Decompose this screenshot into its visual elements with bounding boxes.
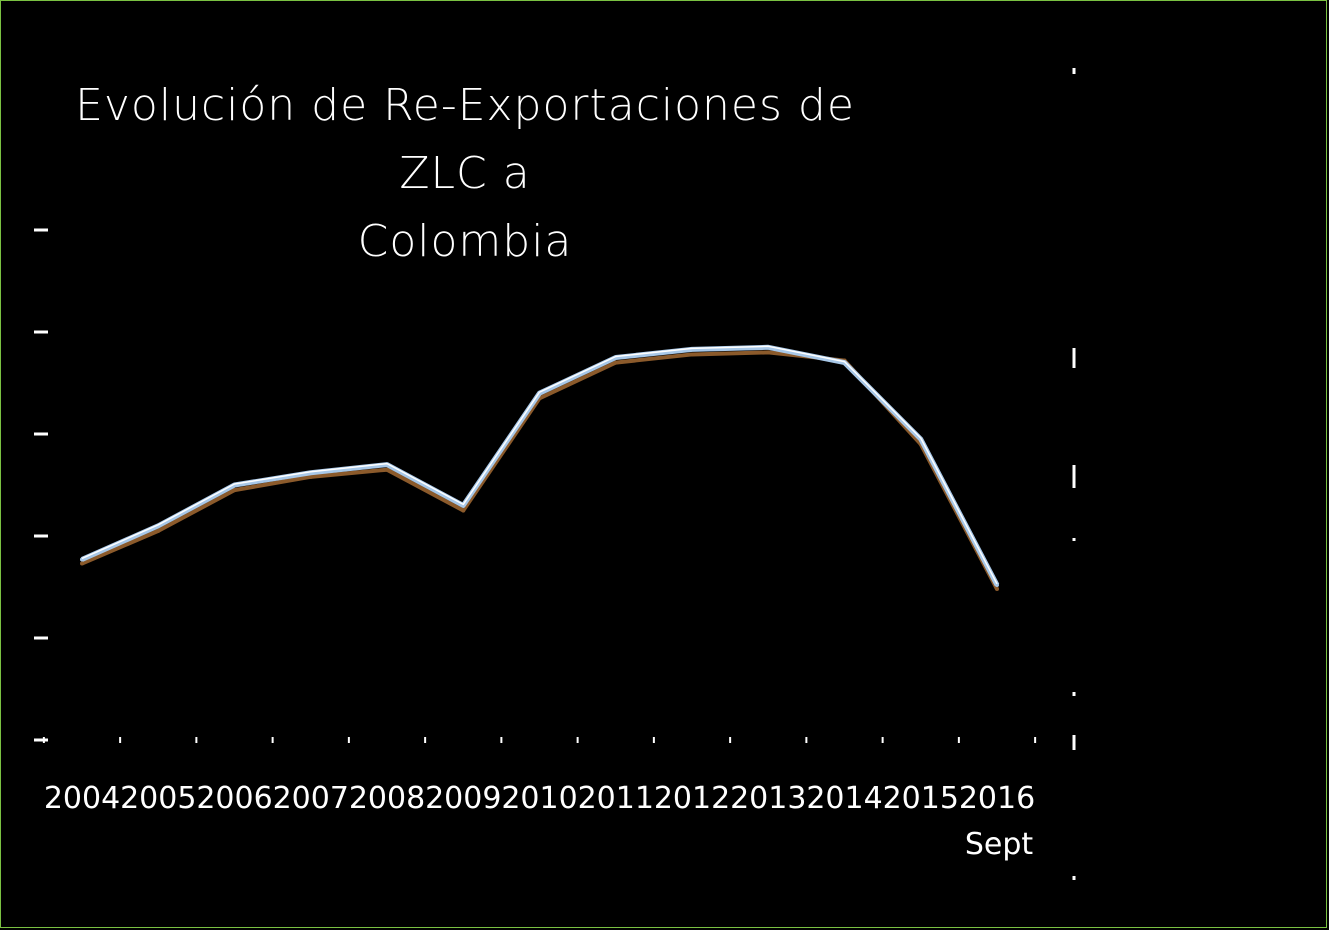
x-tick-label-2006: 2006 bbox=[196, 781, 272, 816]
x-tick-label-2015: 2015 bbox=[883, 781, 959, 816]
chart-title: Evolución de Re-Exportaciones de ZLC a C… bbox=[40, 72, 890, 276]
series-2-point-2011 bbox=[613, 360, 618, 365]
series-1-line bbox=[80, 344, 1000, 587]
x-tick-label-2011: 2011 bbox=[578, 781, 654, 816]
series-2-point-2013 bbox=[766, 350, 771, 355]
series-2-point-2009 bbox=[461, 508, 466, 513]
x-tick-sublabel-2016: Sept bbox=[965, 827, 1034, 862]
series-2-point-2007 bbox=[308, 474, 313, 479]
series-2-point-2005 bbox=[156, 528, 161, 533]
x-tick-label-2007: 2007 bbox=[273, 781, 349, 816]
x-tick-label-2016: 2016 bbox=[959, 781, 1035, 816]
chart-title-line-2: Colombia bbox=[357, 216, 573, 267]
series-2-point-2016 bbox=[995, 587, 999, 592]
series-layer bbox=[80, 344, 1000, 592]
series-2-point-2004 bbox=[80, 561, 84, 566]
series-2-point-2008 bbox=[385, 467, 389, 472]
series-1-highlight bbox=[81, 345, 998, 585]
x-tick-label-2012: 2012 bbox=[654, 781, 730, 816]
x-tick-label-2010: 2010 bbox=[501, 781, 577, 816]
x-tick-label-2008: 2008 bbox=[349, 781, 425, 816]
series-1-point-2016 bbox=[995, 582, 999, 587]
x-tick-label-2005: 2005 bbox=[120, 781, 196, 816]
chart-title-line-1: Evolución de Re-Exportaciones de ZLC a bbox=[75, 80, 855, 199]
series-2-point-2012 bbox=[690, 352, 694, 357]
x-tick-label-2009: 2009 bbox=[425, 781, 501, 816]
y-axis bbox=[34, 228, 48, 742]
x-axis bbox=[42, 737, 1037, 743]
x-tick-labels: 2004 2005 2006 2007 2008 2009 2010 2011 2012 2013… bbox=[44, 781, 1035, 862]
x-tick-label-2004: 2004 bbox=[44, 781, 120, 816]
x-tick-label-2014: 2014 bbox=[806, 781, 882, 816]
series-2-line bbox=[81, 350, 999, 590]
x-tick-label-2013: 2013 bbox=[730, 781, 806, 816]
series-2-point-2006 bbox=[232, 488, 237, 493]
